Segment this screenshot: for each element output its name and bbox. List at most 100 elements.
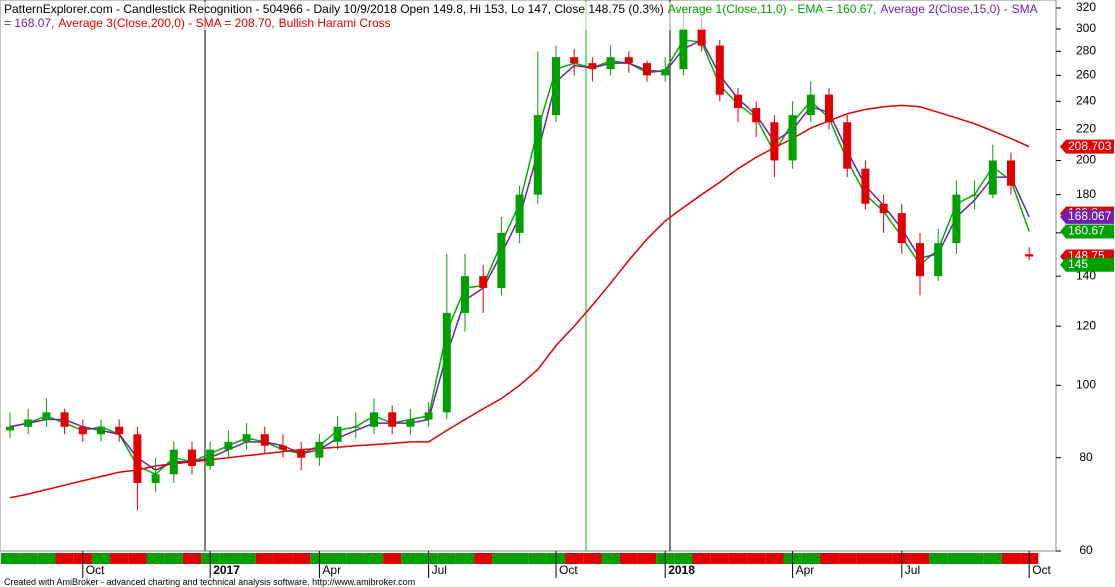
- candle-body: [224, 441, 233, 450]
- direction-strip: [328, 553, 347, 564]
- direction-strip: [346, 553, 365, 564]
- candle-body: [315, 441, 324, 458]
- direction-strip: [601, 553, 620, 564]
- direction-strip: [273, 553, 293, 564]
- candle-body: [169, 449, 178, 475]
- direction-strip: [19, 553, 38, 564]
- candle-body: [351, 426, 360, 428]
- candle-body: [679, 28, 688, 70]
- y-tick-label: 60: [1079, 543, 1093, 557]
- candle-body: [242, 434, 251, 442]
- direction-strip: [619, 553, 638, 564]
- y-tick-label: 300: [1076, 21, 1096, 35]
- candle-body: [333, 426, 342, 442]
- price-label-box: [1060, 224, 1114, 239]
- candle-body: [188, 449, 196, 466]
- candle-body: [788, 115, 797, 161]
- direction-strip: [747, 553, 766, 564]
- y-tick-label: 120: [1076, 318, 1096, 332]
- title-part: Average 1(Close,11,0) - EMA = 160.67,: [667, 2, 877, 16]
- y-tick-label: 100: [1076, 377, 1096, 391]
- direction-strip: [929, 553, 948, 564]
- x-tick-label: 2018: [668, 563, 695, 577]
- direction-strip: [819, 553, 839, 564]
- candle-body: [97, 426, 105, 435]
- candle-body: [661, 69, 670, 76]
- candle-body: [843, 122, 852, 169]
- chart-title: PatternExplorer.com - Candlestick Recogn…: [4, 2, 1044, 30]
- y-tick-label: 260: [1076, 68, 1096, 82]
- direction-strip: [91, 553, 111, 564]
- y-tick-label: 280: [1076, 43, 1096, 57]
- direction-strip: [965, 553, 984, 564]
- candle-body: [752, 108, 761, 123]
- x-tick-label: Apr: [322, 563, 341, 577]
- direction-strip: [383, 553, 402, 564]
- candle-body: [552, 57, 560, 116]
- direction-strip: [237, 553, 256, 564]
- candle-body: [588, 63, 597, 70]
- direction-strip: [510, 553, 529, 564]
- candle-body: [6, 426, 14, 431]
- candle-body: [24, 419, 33, 427]
- candle-body: [734, 94, 742, 109]
- candle-body: [260, 434, 269, 446]
- candle-body: [897, 213, 906, 244]
- candle-body: [297, 449, 306, 458]
- x-tick-label: Oct: [559, 563, 578, 577]
- candle-body: [916, 243, 924, 277]
- direction-strip: [55, 553, 74, 564]
- candle-body: [825, 94, 833, 123]
- candle-body: [533, 115, 542, 195]
- candle-body: [806, 94, 815, 116]
- direction-strip: [565, 553, 584, 564]
- direction-strip: [1001, 553, 1021, 564]
- candle-body: [515, 194, 524, 233]
- y-tick-label: 320: [1076, 0, 1096, 14]
- title-part: Average 2(Close,15,0) -: [880, 2, 1008, 16]
- direction-strip: [292, 553, 311, 564]
- candle-body: [934, 243, 943, 277]
- direction-strip: [0, 553, 20, 564]
- candle-body: [643, 63, 651, 76]
- direction-strip: [692, 553, 711, 564]
- candle-body: [624, 57, 633, 64]
- direction-strip: [856, 553, 875, 564]
- direction-strip: [219, 553, 238, 564]
- direction-strip: [528, 553, 547, 564]
- direction-strip: [801, 553, 820, 564]
- candle-body: [115, 426, 124, 435]
- candle-body: [388, 412, 397, 427]
- direction-strip: [765, 553, 784, 564]
- direction-strip: [128, 553, 147, 564]
- direction-strip: [583, 553, 602, 564]
- title-part: Bullish Harami Cross: [278, 16, 391, 30]
- direction-strip: [364, 553, 384, 564]
- price-label-box: [1060, 257, 1114, 272]
- y-tick-label: 180: [1076, 187, 1096, 201]
- direction-strip: [637, 553, 657, 564]
- candle-body: [570, 57, 579, 64]
- direction-strip: [710, 553, 729, 564]
- moving-average-line: [9, 104, 1030, 499]
- candle-body: [606, 57, 615, 70]
- x-tick-label: Jul: [432, 563, 447, 577]
- x-tick-label: Apr: [796, 563, 815, 577]
- candle-body: [206, 449, 215, 466]
- x-tick-label: Oct: [1032, 563, 1051, 577]
- x-tick-label: Jul: [905, 563, 920, 577]
- direction-strip: [37, 553, 56, 564]
- y-tick-label: 240: [1076, 93, 1096, 107]
- candle-body: [370, 412, 378, 427]
- direction-strip: [492, 553, 511, 564]
- price-label: 168.067: [1068, 209, 1112, 223]
- y-tick-label: 200: [1076, 153, 1096, 167]
- candle-body: [442, 312, 451, 413]
- candle-body: [988, 160, 997, 195]
- direction-strip: [728, 553, 748, 564]
- price-label: 208.703: [1068, 139, 1112, 153]
- candle-body: [78, 426, 87, 435]
- candle-body: [970, 194, 979, 196]
